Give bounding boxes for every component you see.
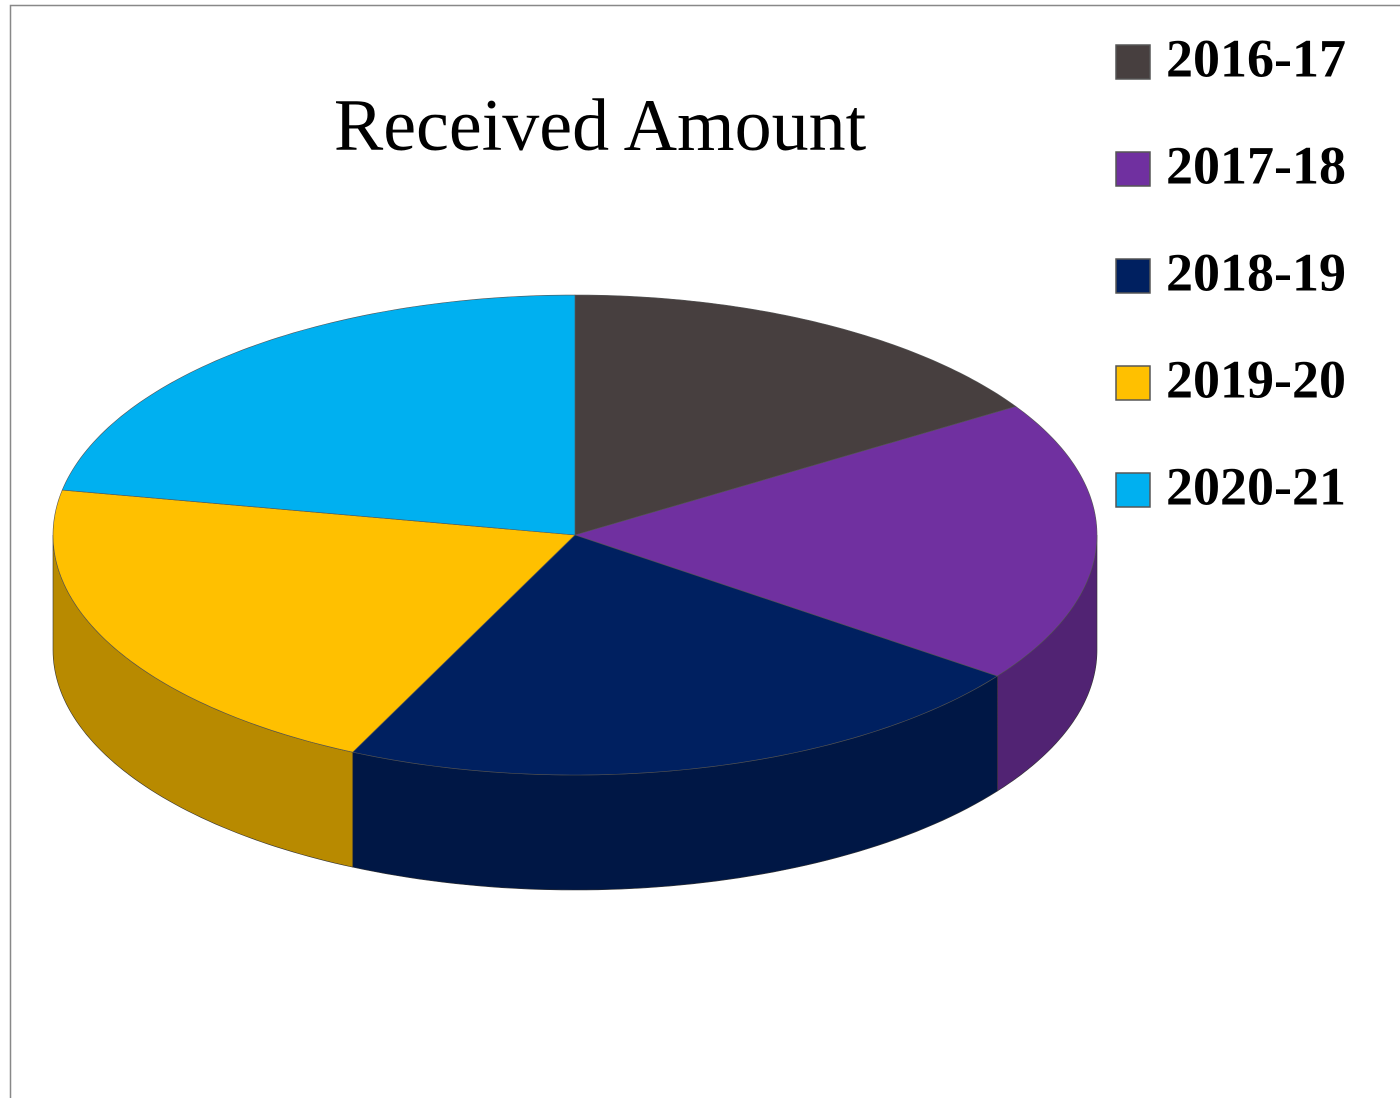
slice <box>52 489 576 753</box>
slice <box>573 406 1098 677</box>
legend-label: 2018-19 <box>1166 242 1346 302</box>
slice <box>574 294 1017 536</box>
legend-swatch <box>1115 258 1151 294</box>
legend-label: 2017-18 <box>1166 135 1346 195</box>
legend-swatch <box>1115 44 1151 80</box>
legend-label: 2019-20 <box>1166 349 1346 409</box>
legend-swatch <box>1115 365 1151 401</box>
legend-swatch <box>1115 151 1151 187</box>
legend-swatch <box>1115 472 1151 508</box>
slice <box>61 294 576 536</box>
legend-label: 2020-21 <box>1166 456 1346 516</box>
legend-label: 2016-17 <box>1166 28 1346 88</box>
chart-title: Received Amount <box>334 85 867 167</box>
